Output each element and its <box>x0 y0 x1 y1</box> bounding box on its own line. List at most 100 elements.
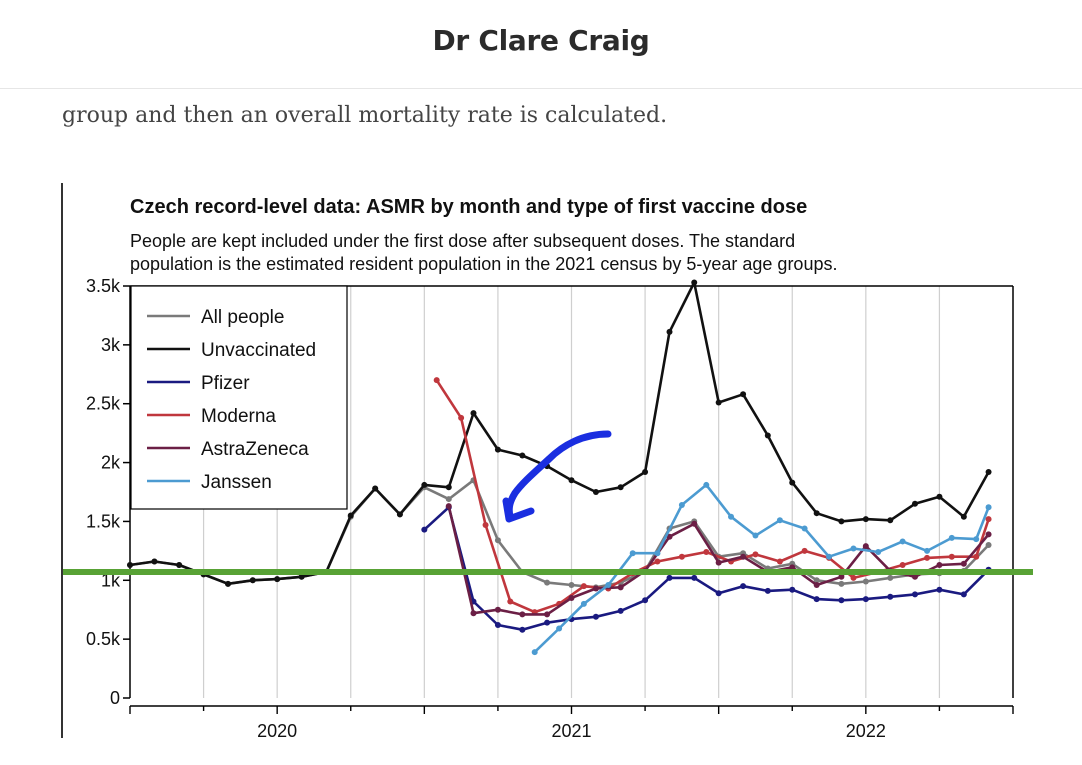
data-point <box>666 533 673 540</box>
legend-label: Janssen <box>201 472 272 493</box>
data-point <box>960 513 967 520</box>
data-point <box>715 590 722 597</box>
data-point <box>225 580 232 587</box>
data-point <box>274 576 281 583</box>
y-tick-label: 1.5k <box>86 511 121 531</box>
data-point <box>568 594 575 601</box>
data-point <box>728 513 735 520</box>
data-point <box>642 597 649 604</box>
legend-box <box>130 285 348 510</box>
data-point <box>433 377 440 384</box>
data-point <box>544 611 551 618</box>
data-point <box>421 526 428 533</box>
data-point <box>445 496 452 503</box>
data-point <box>629 550 636 557</box>
data-point <box>789 564 796 571</box>
data-point <box>544 619 551 626</box>
article-text: group and then an overall mortality rate… <box>62 103 668 128</box>
data-point <box>544 579 551 586</box>
legend-label: AstraZeneca <box>201 439 309 460</box>
data-point <box>494 537 501 544</box>
y-tick-label: 0.5k <box>86 629 121 649</box>
data-point <box>654 558 661 565</box>
data-point <box>666 574 673 581</box>
data-point <box>592 489 599 495</box>
data-point <box>776 558 783 565</box>
legend-label: Moderna <box>201 406 276 427</box>
data-point <box>740 553 747 560</box>
data-point <box>715 559 722 566</box>
data-point <box>826 553 833 560</box>
data-point <box>776 517 783 524</box>
data-point <box>875 549 882 556</box>
asmr-chart: Czech record-level data: ASMR by month a… <box>63 196 1033 741</box>
data-point <box>617 607 624 614</box>
legend-label: Pfizer <box>201 373 250 394</box>
blockquote-rule <box>61 183 63 738</box>
data-point <box>580 600 587 607</box>
data-point <box>985 541 992 548</box>
arrow-icon <box>505 430 612 520</box>
data-point <box>494 606 501 613</box>
data-point <box>592 613 599 620</box>
data-point <box>960 591 967 598</box>
data-point <box>899 538 906 545</box>
data-point <box>838 597 845 604</box>
data-point <box>691 520 698 527</box>
data-point <box>617 484 624 491</box>
data-point <box>617 584 624 591</box>
legend-label: All people <box>201 307 284 328</box>
data-point <box>568 581 575 588</box>
data-point <box>666 328 673 335</box>
data-point <box>924 554 931 561</box>
data-point <box>899 561 906 568</box>
arrow-head-icon <box>502 497 535 523</box>
site-title[interactable]: Dr Clare Craig <box>432 24 650 57</box>
chart-subtitle-line-1: People are kept included under the first… <box>130 231 795 251</box>
chart-subtitle-line-2: population is the estimated resident pop… <box>130 254 837 274</box>
data-point <box>715 399 722 406</box>
data-point <box>127 561 133 568</box>
data-point <box>789 479 796 486</box>
data-point <box>740 583 747 590</box>
series-line-unvaccinated <box>129 281 990 586</box>
data-point <box>936 561 943 568</box>
y-tick-label: 2.5k <box>86 394 121 414</box>
series-line-moderna <box>435 379 990 614</box>
series <box>127 279 992 656</box>
data-point <box>445 484 452 491</box>
data-point <box>519 626 526 633</box>
y-tick-label: 1k <box>101 570 121 590</box>
data-point <box>813 510 820 517</box>
data-point <box>421 481 428 488</box>
data-point <box>936 586 943 593</box>
data-point <box>458 414 465 421</box>
data-point <box>151 558 158 565</box>
data-point <box>862 543 869 550</box>
data-point <box>764 432 771 439</box>
data-point <box>985 468 992 475</box>
data-point <box>985 516 992 523</box>
data-point <box>911 500 918 507</box>
data-point <box>850 574 857 581</box>
data-point <box>592 585 599 592</box>
data-point <box>948 553 955 560</box>
data-point <box>911 591 918 598</box>
x-tick-label: 2021 <box>551 721 591 741</box>
y-tick-label: 3.5k <box>86 276 121 296</box>
data-point <box>887 517 894 524</box>
data-point <box>740 391 747 398</box>
grid <box>202 286 941 698</box>
chart-title: Czech record-level data: ASMR by month a… <box>130 196 807 218</box>
data-point <box>580 583 587 590</box>
data-point <box>691 574 698 581</box>
data-point <box>176 561 183 568</box>
data-point <box>494 622 501 629</box>
data-point <box>973 536 980 543</box>
data-point <box>470 610 477 617</box>
data-point <box>482 521 489 528</box>
data-point <box>752 551 759 558</box>
data-point <box>752 532 759 539</box>
data-point <box>556 625 563 632</box>
y-tick-label: 2k <box>101 453 121 473</box>
